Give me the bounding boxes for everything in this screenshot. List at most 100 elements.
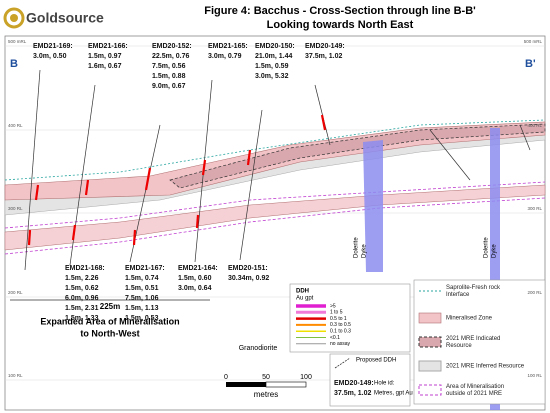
ddh-legend-label: 1 to 5 xyxy=(330,310,343,316)
hole-intercept: 1.5m, 0.62 xyxy=(65,285,99,292)
legend-label: 2021 MRE Indicated xyxy=(446,336,500,342)
hole-intercept: 1.5m, 0.74 xyxy=(125,275,159,282)
legend-label: Mineralised Zone xyxy=(446,316,493,322)
elevation-label: 400 RL xyxy=(8,123,23,128)
hole-intercept: 7.5m, 1.06 xyxy=(125,295,159,302)
hole-id: EMD21-165: xyxy=(208,43,248,50)
hole-id: EMD21-168: xyxy=(65,265,105,272)
hole-intercept: 1.5m, 0.88 xyxy=(152,73,186,80)
hole-id: EMD21-166: xyxy=(88,43,128,50)
hole-intercept: 22.5m, 0.76 xyxy=(152,53,189,60)
ddh-legend-title: DDH xyxy=(296,289,309,295)
proposed-ddh-line xyxy=(334,357,351,369)
section-end: B' xyxy=(525,58,536,70)
elevation-label: 200 RL xyxy=(8,290,23,295)
hole-intercept: 3.0m, 5.32 xyxy=(255,73,289,80)
legend-label: 2021 MRE Inferred Resource xyxy=(446,364,525,370)
dyke-label: Dyke xyxy=(492,244,498,258)
elevation-label: 300 RL xyxy=(8,206,23,211)
assay-intervals xyxy=(27,114,327,246)
hole-intercept: 1.5m, 1.13 xyxy=(125,305,159,312)
hole-intercept: 3.0m, 0.79 xyxy=(208,53,242,60)
elevation-label: 100 RL xyxy=(527,373,542,378)
logo-icon xyxy=(3,7,25,29)
subtitle: Looking towards North East xyxy=(267,19,414,31)
legend-label: Resource xyxy=(446,343,472,349)
logo-text: Goldsource xyxy=(26,10,104,26)
hole-intercept: 1.5m, 0.59 xyxy=(255,63,289,70)
saprolite-interface xyxy=(4,119,546,181)
legend-swatch xyxy=(418,312,442,324)
hole-legend-id: EMD20-149: xyxy=(334,380,374,387)
legend-label: Saprolite-Fresh rock xyxy=(446,285,501,291)
ddh-legend-label: 0.3 to 0.5 xyxy=(330,322,351,328)
mineralisation-outside-mre xyxy=(4,181,546,255)
rock-label: Granodiorite xyxy=(239,345,278,352)
hole-intercept: 37.5m, 1.02 xyxy=(305,53,342,60)
indicated-resource xyxy=(169,123,546,189)
dyke-label: Dolerite xyxy=(354,237,360,258)
hole-intercept: 1.6m, 0.67 xyxy=(88,63,122,70)
hole-id: EMD21-169: xyxy=(33,43,73,50)
ddh-legend-label: no assay xyxy=(330,341,351,347)
scale-tick: 100 xyxy=(300,374,312,381)
hole-intercept: 9.0m, 0.67 xyxy=(152,83,186,90)
hole-id: EMD21-164: xyxy=(178,265,218,272)
hole-intercept: 21.0m, 1.44 xyxy=(255,53,292,60)
hole-intercept: 7.5m, 0.56 xyxy=(152,63,186,70)
hole-id: EMD20-149: xyxy=(305,43,345,50)
hole-legend-intercept: 37.5m, 1.02 xyxy=(334,390,371,397)
mineralised-zone-lower xyxy=(4,184,546,251)
legend-label: Area of Mineralisation xyxy=(446,384,504,390)
hole-id: EMD20-151: xyxy=(228,265,268,272)
scale-bar xyxy=(226,381,307,388)
section-end: B xyxy=(10,58,18,70)
hole-id: EMD20-150: xyxy=(255,43,295,50)
scale-tick: 0 xyxy=(224,374,228,381)
title: Figure 4: Bacchus - Cross-Section throug… xyxy=(204,5,476,17)
legend-swatch xyxy=(418,336,442,348)
scale-unit: metres xyxy=(254,390,278,399)
dyke-label: Dyke xyxy=(362,244,368,258)
elevation-label: 200 RL xyxy=(527,290,542,295)
elevation-label: 500 mRL xyxy=(524,39,543,44)
hole-intercept: 1.5m, 0.60 xyxy=(178,275,212,282)
hole-id: EMD20-152: xyxy=(152,43,192,50)
hole-legend-note: Hole id: xyxy=(374,381,395,387)
ddh-legend-unit: Au gpt xyxy=(296,296,314,302)
elevation-label: 100 RL xyxy=(8,373,23,378)
hole-intercept: 1.5m, 0.51 xyxy=(125,285,159,292)
hole-intercept: 3.0m, 0.64 xyxy=(178,285,212,292)
elevation-label: 400 RL xyxy=(527,123,542,128)
hole-id: EMD21-167: xyxy=(125,265,165,272)
ddh-legend-label: >5 xyxy=(330,303,336,309)
legend-swatch xyxy=(418,384,442,396)
hole-intercept: 6.0m, 0.96 xyxy=(65,295,99,302)
dolerite-dyke xyxy=(363,140,383,272)
hole-legend-note: Metres, gpt Au xyxy=(374,391,413,397)
ddh-legend-label: <0.1 xyxy=(330,335,340,341)
ddh-legend-label: 0.5 to 1 xyxy=(330,316,347,322)
legend-label: outside of 2021 MRE xyxy=(446,391,502,397)
legend-swatch xyxy=(418,360,442,372)
legend-label: Interface xyxy=(446,292,470,298)
elevation-label: 300 RL xyxy=(527,206,542,211)
dyke-label: Dolerite xyxy=(484,237,490,258)
hole-intercept: 1.5m, 2.26 xyxy=(65,275,99,282)
expanded-area-label: to North-West xyxy=(80,328,139,338)
hole-intercept: 30.34m, 0.92 xyxy=(228,275,269,282)
hole-intercept: 1.5m, 2.31 xyxy=(65,305,99,312)
hole-intercept: 3.0m, 0.50 xyxy=(33,53,67,60)
proposed-ddh-label: Proposed DDH xyxy=(356,358,396,364)
expanded-area-label: Expanded Area of Mineralisation xyxy=(40,316,179,326)
hole-intercept: 1.5m, 0.53 xyxy=(125,315,159,322)
hole-intercept: 1.5m, 1.33 xyxy=(65,315,99,322)
scale-tick: 50 xyxy=(262,374,270,381)
elevation-label: 500 mRL xyxy=(8,39,27,44)
frame xyxy=(4,35,546,411)
ddh-legend-label: 0.1 to 0.3 xyxy=(330,329,351,335)
ddh-legend-box xyxy=(289,283,411,353)
distance-label: 225m xyxy=(100,302,120,311)
hole-intercept: 1.5m, 0.97 xyxy=(88,53,122,60)
